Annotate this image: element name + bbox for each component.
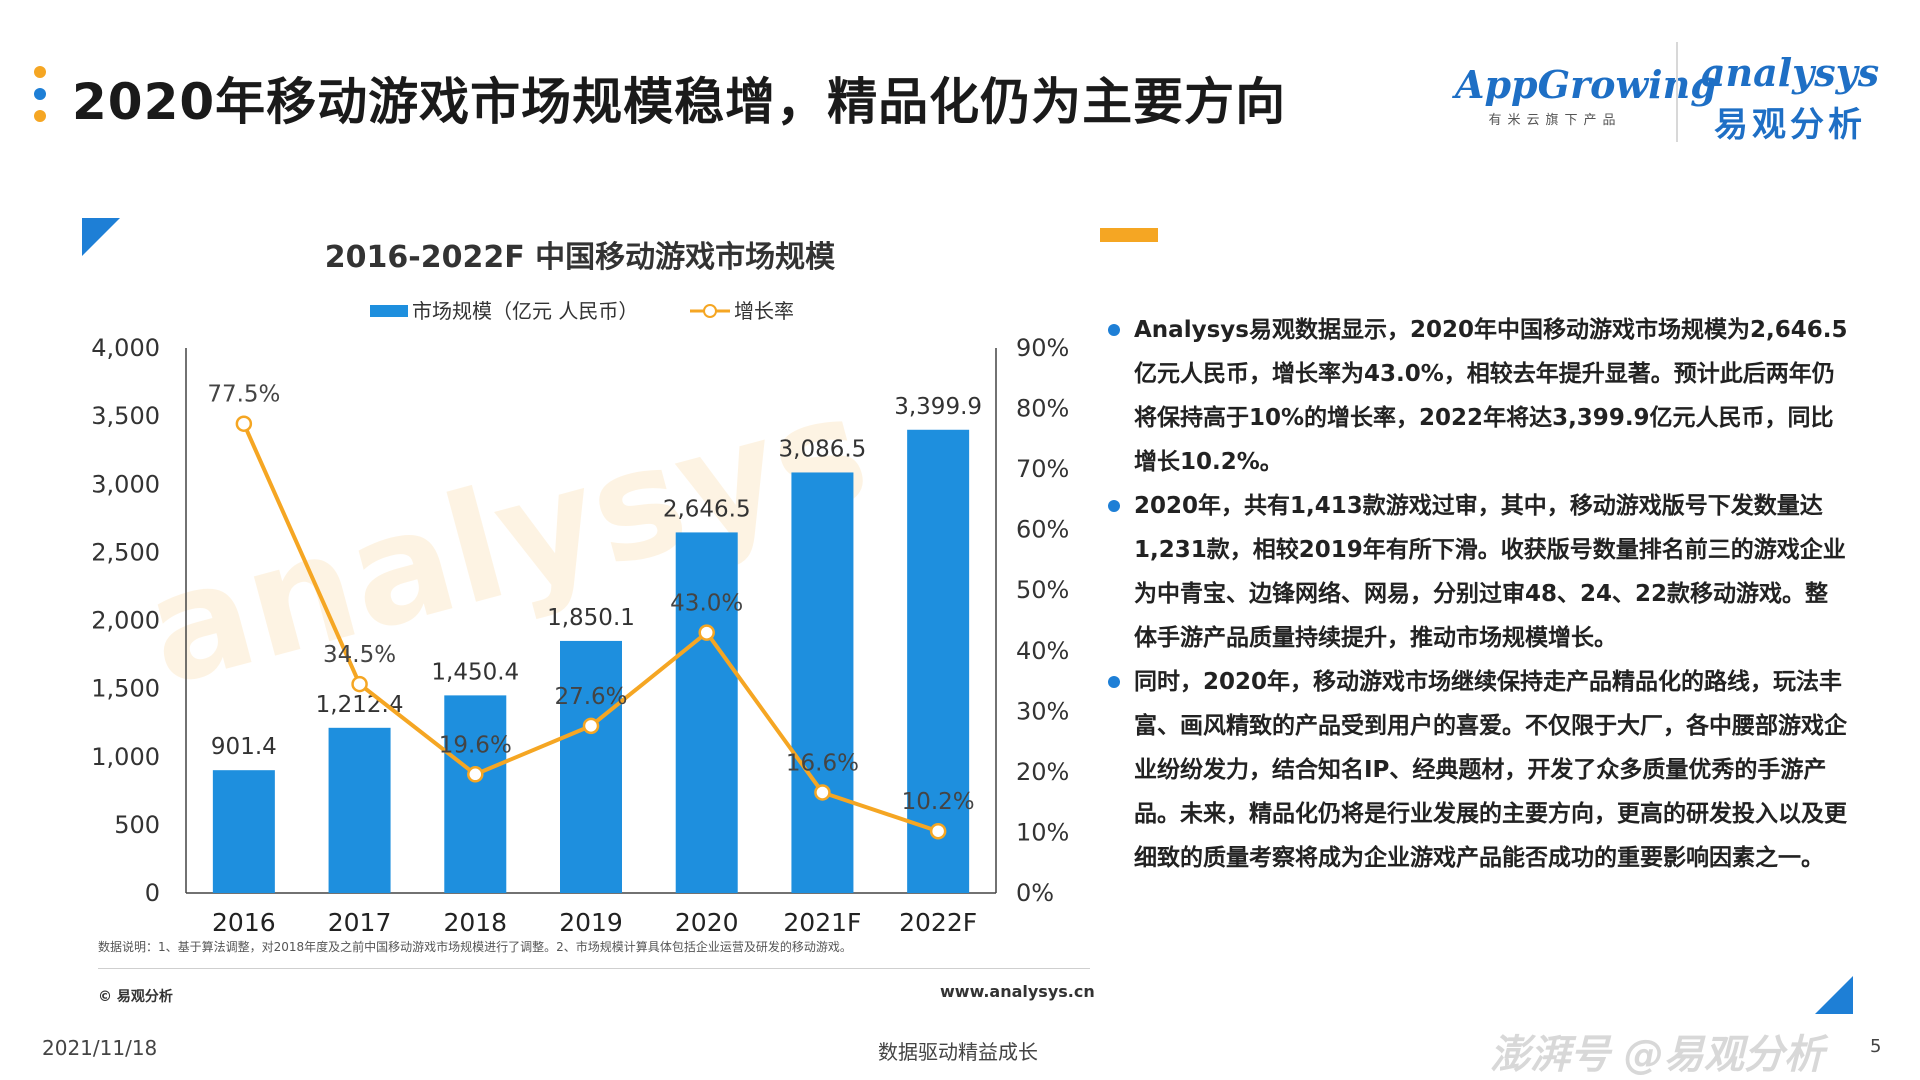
x-tick-label: 2017 [328, 908, 392, 937]
bar-value-label: 1,212.4 [316, 692, 404, 718]
growth-rate-point [582, 717, 600, 735]
growth-rate-point [698, 624, 715, 641]
bar-value-label: 3,086.5 [779, 436, 867, 462]
left-axis-tick-label: 500 [114, 811, 160, 839]
x-tick-label: 2018 [443, 908, 507, 937]
page-title: 2020年移动游戏市场规模稳增，精品化仍为主要方向 [72, 73, 1287, 131]
left-axis-tick-label: 1,000 [91, 743, 160, 771]
bar-value-label: 2,646.5 [663, 496, 751, 522]
legend-bar-label: 市场规模（亿元 人民币） [412, 299, 638, 323]
bar-value-label: 901.4 [211, 734, 277, 760]
x-axis-category-labels: 2016 2017 2018 2019 2020 2021F 2022F [212, 908, 977, 937]
analysys-logo: analysys 易观分析 [1690, 50, 1890, 146]
growth-rate-label: 16.6% [786, 750, 859, 776]
left-axis-tick-label: 2,500 [91, 538, 160, 566]
appgrowing-logo-subtitle: 有米云旗下产品 [1488, 113, 1622, 128]
logo-divider [1676, 42, 1678, 142]
chart-title: 2016-2022F 中国移动游戏市场规模 [325, 240, 835, 275]
bar-2016 [212, 770, 275, 893]
right-axis-tick-label: 10% [1016, 818, 1069, 846]
bar-2019 [560, 640, 622, 893]
analysys-logo-cn: 易观分析 [1714, 105, 1866, 145]
left-axis-ticks: 0 500 1,000 1,500 2,000 2,500 3,000 3,500 4,000 [91, 334, 160, 907]
x-tick-label: 2020 [675, 908, 739, 937]
date-text: 2021/11/18 [42, 1036, 158, 1060]
x-tick-label: 2022F [899, 908, 977, 937]
growth-rate-point [351, 675, 368, 693]
growth-rate-label: 43.0% [670, 591, 743, 617]
growth-rate-label: 34.5% [323, 642, 396, 668]
growth-rate-point [235, 415, 253, 432]
page-number: 5 [1870, 1036, 1882, 1057]
orange-accent-bar [1100, 228, 1158, 242]
right-axis-tick-label: 30% [1016, 697, 1069, 725]
legend-line-label: 增长率 [734, 299, 794, 323]
bar-value-labels: 901.4 1,212.4 1,450.4 1,850.1 2,646.5 3,086.5… [211, 394, 982, 760]
bar-value-label: 1,850.1 [547, 605, 635, 631]
left-axis-tick-label: 1,500 [91, 675, 160, 703]
title-dot-1 [34, 66, 46, 78]
right-axis-tick-label: 40% [1016, 637, 1069, 665]
bottom-watermark: 澎湃号 @易观分析 [1490, 1032, 1824, 1078]
right-axis-tick-label: 90% [1016, 334, 1069, 362]
growth-rate-point [814, 784, 831, 801]
left-axis-tick-label: 0 [145, 879, 160, 907]
bar-2020 [675, 532, 738, 893]
legend-bar-swatch [370, 305, 408, 317]
bar-series [212, 429, 970, 893]
bar-value-label: 3,399.9 [894, 394, 982, 420]
x-tick-label: 2021F [783, 908, 861, 937]
website-text: www.analysys.cn [940, 982, 1095, 1001]
growth-rate-line-series: 77.5% 34.5% 19.6% 27.6% 43.0% 16.6% 10.2% [207, 382, 975, 840]
left-axis-tick-label: 3,000 [91, 470, 160, 498]
copyright-text: © 易观分析 [98, 989, 173, 1005]
right-axis-ticks: 0% 10% 20% 30% 40% 50% 60% 70% 80% 90% [1016, 334, 1069, 907]
appgrowing-logo-text: AppGrowing [1455, 62, 1717, 107]
right-axis-tick-label: 60% [1016, 516, 1069, 544]
growth-rate-label: 10.2% [902, 789, 975, 815]
title-dot-2 [34, 88, 46, 100]
growth-rate-label: 27.6% [554, 684, 627, 710]
x-tick-label: 2016 [212, 908, 276, 937]
title-dot-3 [34, 110, 46, 122]
growth-rate-label: 19.6% [439, 732, 512, 758]
bullet-point: 2020年，共有1,413款游戏过审，其中，移动游戏版号下发数量达1,231款，… [1108, 484, 1848, 660]
corner-triangle-top-left [82, 218, 120, 256]
bar-2022F [907, 429, 970, 893]
right-axis-tick-label: 70% [1016, 455, 1069, 483]
bar-value-label: 1,450.4 [431, 659, 519, 685]
analysis-bullets: Analysys易观数据显示，2020年中国移动游戏市场规模为2,646.5亿元… [1108, 308, 1848, 880]
corner-triangle-bottom-right [1815, 976, 1853, 1014]
growth-rate-point [467, 766, 484, 783]
right-axis-tick-label: 20% [1016, 758, 1069, 786]
analysys-logo-text: analysys [1700, 50, 1880, 95]
title-decoration-dots [34, 66, 48, 132]
chart-legend: 市场规模（亿元 人民币） 增长率 [370, 299, 794, 323]
right-axis-tick-label: 0% [1016, 879, 1054, 907]
left-axis-tick-label: 2,000 [91, 607, 160, 635]
left-axis-tick-label: 4,000 [91, 334, 160, 362]
footer-divider [98, 968, 1090, 969]
left-axis-tick-label: 3,500 [91, 402, 160, 430]
market-size-chart: analysys 2016-2022F 中国移动游戏市场规模 市场规模（亿元 人… [91, 240, 1069, 937]
right-axis-tick-label: 50% [1016, 576, 1069, 604]
appgrowing-logo: AppGrowing 有米云旗下产品 [1455, 62, 1717, 128]
legend-line-marker [703, 304, 717, 318]
right-axis-tick-label: 80% [1016, 395, 1069, 423]
bar-2021F [791, 472, 854, 893]
data-note: 数据说明：1、基于算法调整，对2018年度及之前中国移动游戏市场规模进行了调整。… [98, 940, 852, 954]
bar-2017 [328, 727, 391, 893]
slogan-text: 数据驱动精益成长 [878, 1040, 1038, 1064]
bullet-point: 同时，2020年，移动游戏市场继续保持走产品精品化的路线，玩法丰富、画风精致的产… [1108, 660, 1848, 880]
bullet-point: Analysys易观数据显示，2020年中国移动游戏市场规模为2,646.5亿元… [1108, 308, 1848, 484]
growth-rate-point [929, 822, 947, 840]
growth-rate-label: 77.5% [207, 382, 280, 408]
x-tick-label: 2019 [559, 908, 623, 937]
bar-2018 [444, 695, 507, 893]
